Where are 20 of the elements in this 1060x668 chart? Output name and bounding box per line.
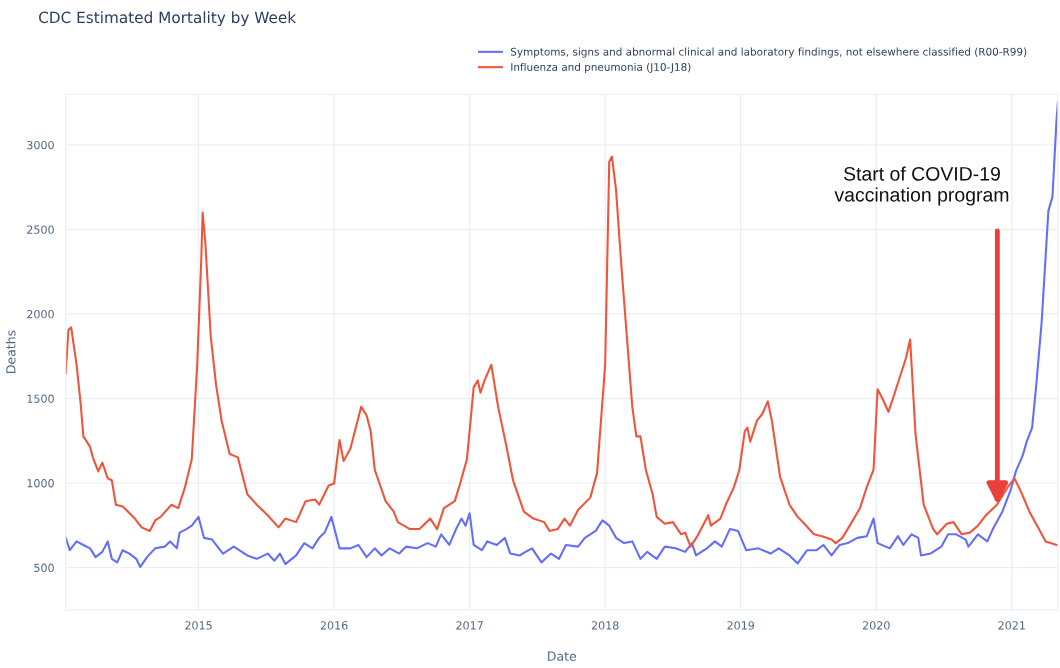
x-tick-label: 2019 — [727, 621, 755, 630]
chart-title: CDC Estimated Mortality by Week — [39, 11, 297, 27]
x-tick-label: 2020 — [862, 621, 890, 630]
y-tick-label: 1500 — [27, 394, 54, 403]
x-tick-label: 2016 — [320, 621, 348, 630]
y-tick-label: 500 — [34, 563, 54, 572]
line-series — [65, 155, 1058, 548]
y-tick-label: 2500 — [27, 225, 54, 234]
x-tick-label: 2015 — [185, 621, 212, 630]
x-tick-label: 2017 — [456, 621, 483, 630]
annotation: Start of COVID-19 vaccination program — [834, 166, 1009, 206]
y-tick-label: 3000 — [27, 140, 54, 150]
x-tick-label: 2018 — [591, 621, 619, 630]
y-tick-label: 1000 — [27, 479, 54, 488]
y-tick-label: 2000 — [27, 309, 54, 319]
y-axis-title: Deaths — [5, 330, 16, 373]
x-axis-title: Date — [548, 651, 577, 661]
legend-label: Influenza and pneumonia (J10-J18) — [511, 62, 691, 73]
legend-label: Symptoms, signs and abnormal clinical and laboratory findings, not elsewhere classified (R00-R99) — [510, 47, 1027, 58]
x-tick-label: 2021 — [998, 621, 1025, 630]
